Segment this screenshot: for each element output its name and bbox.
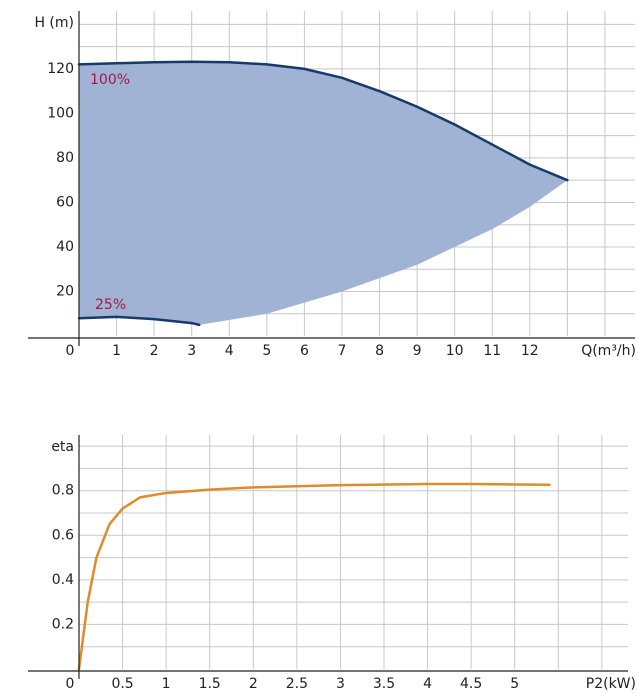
y-tick-label: 60	[56, 194, 74, 210]
x-tick-label: 1	[112, 343, 121, 359]
x-axis-label: Q(m³/h)	[581, 343, 636, 359]
y-tick-label: 100	[47, 105, 74, 121]
series-label: 25%	[95, 297, 126, 313]
x-tick-label: 0	[66, 676, 75, 692]
x-tick-label: 10	[446, 343, 464, 359]
x-tick-label: 3	[336, 676, 345, 692]
x-tick-label: 6	[300, 343, 309, 359]
x-tick-label: 3.5	[373, 676, 395, 692]
x-tick-label: 5	[262, 343, 271, 359]
x-tick-label: 5	[510, 676, 519, 692]
y-tick-label: 0.6	[52, 527, 74, 543]
y-axis-label: eta	[51, 439, 74, 455]
x-tick-label: 3	[187, 343, 196, 359]
x-tick-label: 4.5	[460, 676, 482, 692]
x-tick-label: 8	[375, 343, 384, 359]
x-tick-label: 0.5	[111, 676, 133, 692]
x-tick-label: 1	[162, 676, 171, 692]
x-tick-label: 2.5	[286, 676, 308, 692]
x-tick-label: 7	[338, 343, 347, 359]
x-tick-label: 12	[521, 343, 539, 359]
y-tick-label: 0.8	[52, 483, 74, 499]
area	[79, 61, 568, 325]
y-tick-label: 20	[56, 283, 74, 299]
y-tick-label: 120	[47, 61, 74, 77]
y-tick-label: 40	[56, 239, 74, 255]
y-tick-label: 0.2	[52, 616, 74, 632]
y-tick-label: 0.4	[52, 572, 74, 588]
x-tick-label: 4	[423, 676, 432, 692]
y-tick-label: 80	[56, 150, 74, 166]
x-tick-label: 0	[66, 343, 75, 359]
line	[77, 315, 201, 327]
x-tick-label: 4	[225, 343, 234, 359]
x-tick-label: 1.5	[199, 676, 221, 692]
x-tick-label: 2	[150, 343, 159, 359]
line	[77, 482, 551, 671]
y-axis-label: H (m)	[34, 15, 74, 31]
x-tick-label: 9	[413, 343, 422, 359]
x-axis-label: P2(kW)	[586, 676, 636, 692]
x-tick-label: 2	[249, 676, 258, 692]
line	[77, 60, 569, 182]
series-label: 100%	[90, 72, 130, 88]
x-tick-label: 11	[483, 343, 501, 359]
